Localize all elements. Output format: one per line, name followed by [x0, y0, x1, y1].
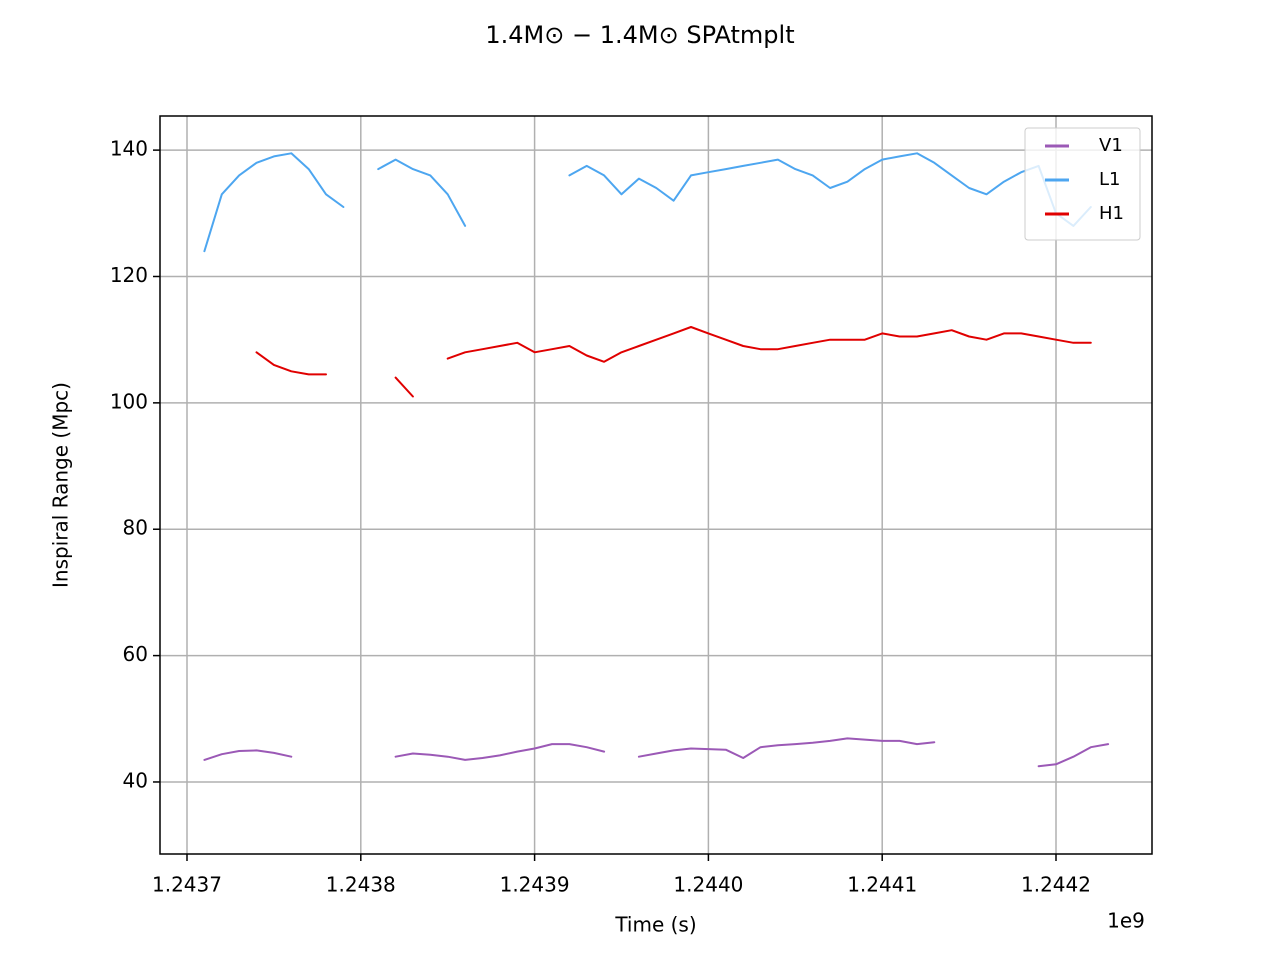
y-tick-label: 120 — [110, 263, 148, 287]
y-tick-label: 60 — [123, 642, 148, 666]
y-axis-label: Inspiral Range (Mpc) — [49, 382, 73, 588]
x-tick-label: 1.2437 — [152, 873, 222, 897]
y-tick-label: 40 — [123, 768, 148, 792]
plot-frame — [159, 115, 1153, 855]
series-line — [203, 737, 1110, 768]
x-axis-label: Time (s) — [614, 913, 696, 937]
chart-title: 1.4M⊙ − 1.4M⊙ SPAtmplt — [485, 21, 794, 49]
x-offset-label: 1e9 — [1107, 909, 1145, 933]
x-tick-label: 1.2442 — [1021, 873, 1091, 897]
x-tick-label: 1.2441 — [847, 873, 917, 897]
legend-box — [1024, 127, 1141, 241]
y-tick-label: 80 — [123, 516, 148, 540]
x-tick-label: 1.2440 — [673, 873, 743, 897]
legend-label: V1 — [1099, 135, 1123, 156]
legend-label: H1 — [1099, 203, 1124, 224]
y-tick-label: 140 — [110, 137, 148, 161]
series-line — [255, 326, 1092, 398]
x-tick-label: 1.2439 — [500, 873, 570, 897]
legend-label: L1 — [1099, 169, 1120, 190]
x-tick-label: 1.2438 — [326, 873, 396, 897]
series-line — [203, 152, 1092, 253]
y-tick-label: 100 — [110, 389, 148, 413]
